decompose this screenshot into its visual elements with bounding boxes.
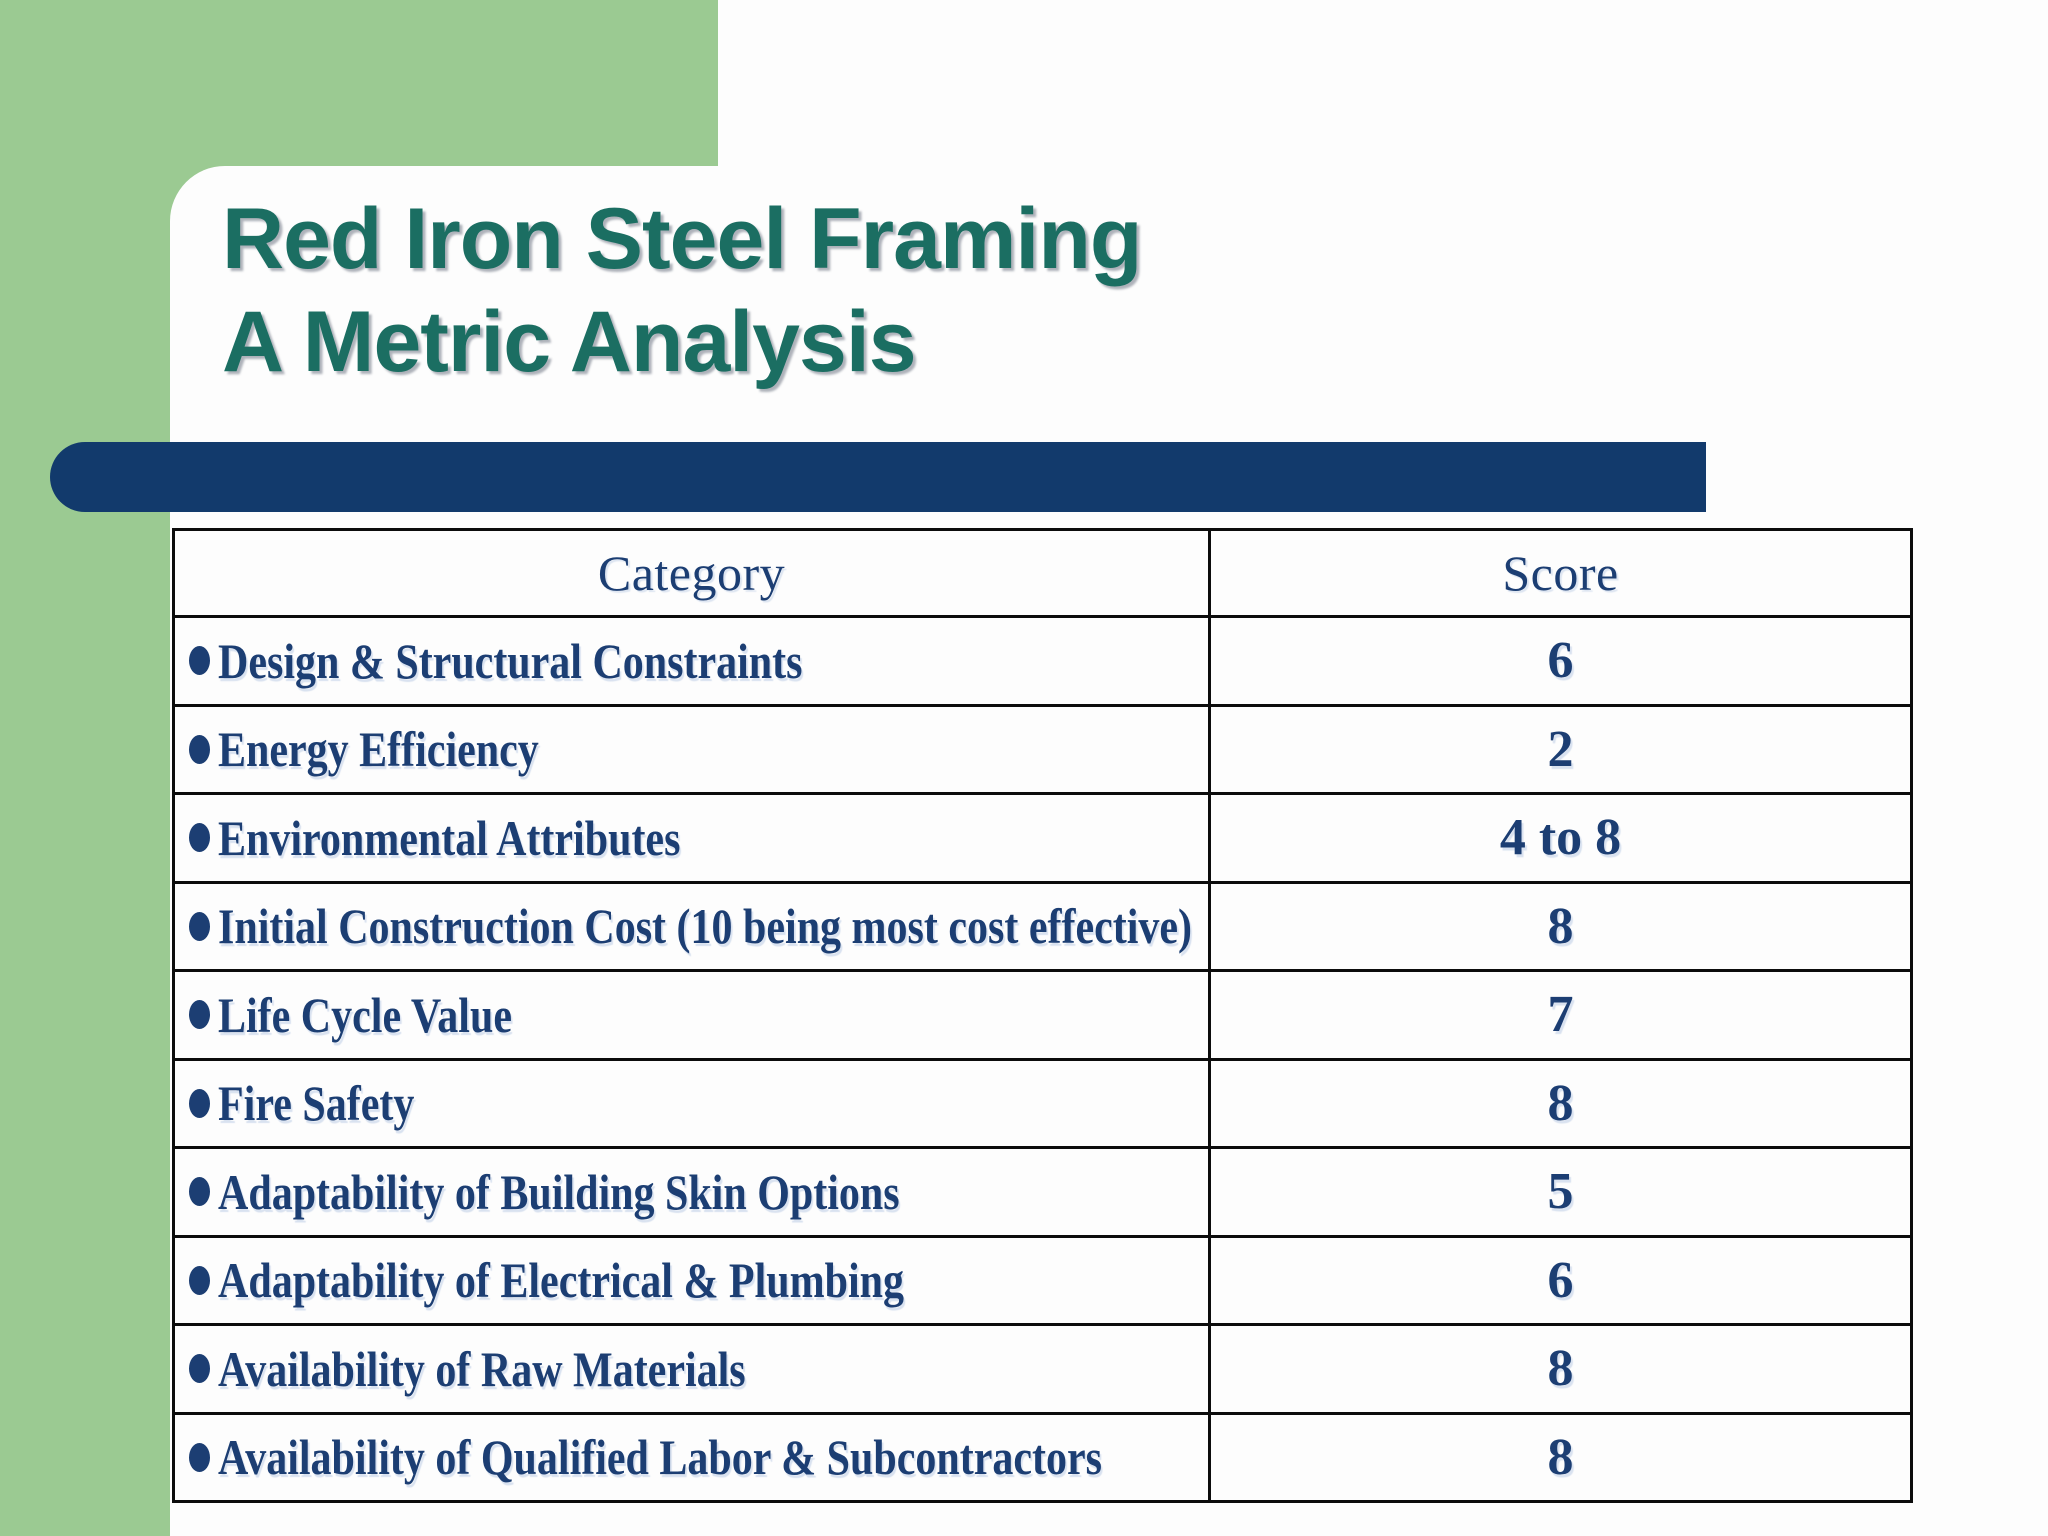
score-cell: 7 [1208, 969, 1913, 1061]
category-inner: Energy Efficiency [189, 720, 1208, 778]
bullet-icon [189, 646, 210, 676]
column-header-category: Category [172, 528, 1211, 618]
category-cell: Design & Structural Constraints [172, 615, 1211, 707]
score-cell: 8 [1208, 1057, 1913, 1149]
score-cell: 6 [1208, 615, 1913, 707]
score-cell: 5 [1208, 1146, 1913, 1238]
category-label: Availability of Raw Materials [218, 1340, 746, 1397]
category-inner: Adaptability of Electrical & Plumbing [189, 1251, 1208, 1309]
green-left-accent-strip [0, 0, 170, 1536]
bullet-icon [189, 1354, 210, 1384]
category-label: Environmental Attributes [218, 809, 681, 866]
category-inner: Design & Structural Constraints [189, 632, 1208, 690]
bullet-icon [189, 1088, 210, 1118]
category-label: Availability of Qualified Labor & Subcon… [218, 1429, 1102, 1486]
table-row: Design & Structural Constraints 6 [172, 615, 1913, 707]
table-row: Adaptability of Building Skin Options 5 [172, 1146, 1913, 1238]
score-cell: 8 [1208, 880, 1913, 972]
bullet-icon [189, 1442, 210, 1472]
navy-accent-bar [50, 442, 1706, 512]
category-inner: Availability of Qualified Labor & Subcon… [189, 1428, 1208, 1486]
table-row: Environmental Attributes 4 to 8 [172, 792, 1913, 884]
score-cell: 6 [1208, 1234, 1913, 1326]
bullet-icon [189, 911, 210, 941]
bullet-icon [189, 1000, 210, 1030]
category-label: Design & Structural Constraints [218, 632, 803, 689]
category-cell: Adaptability of Electrical & Plumbing [172, 1234, 1211, 1326]
table-row: Fire Safety 8 [172, 1057, 1913, 1149]
score-cell: 8 [1208, 1411, 1913, 1503]
category-label: Life Cycle Value [218, 986, 512, 1043]
bullet-icon [189, 1265, 210, 1295]
category-inner: Initial Construction Cost (10 being most… [189, 897, 1208, 955]
column-header-score: Score [1208, 528, 1913, 618]
category-inner: Fire Safety [189, 1074, 1208, 1132]
metric-analysis-table: Category Score Design & Structural Const… [172, 528, 1913, 1503]
bullet-icon [189, 734, 210, 764]
category-cell: Availability of Qualified Labor & Subcon… [172, 1411, 1211, 1503]
slide-title: Red Iron Steel Framing A Metric Analysis [222, 188, 1142, 394]
score-cell: 4 to 8 [1208, 792, 1913, 884]
category-cell: Fire Safety [172, 1057, 1211, 1149]
category-cell: Initial Construction Cost (10 being most… [172, 880, 1211, 972]
table-row: Energy Efficiency 2 [172, 703, 1913, 795]
category-label: Adaptability of Electrical & Plumbing [218, 1252, 904, 1309]
score-cell: 2 [1208, 703, 1913, 795]
slide-title-line-2: A Metric Analysis [222, 294, 917, 391]
category-label: Energy Efficiency [218, 721, 539, 778]
table-row: Availability of Qualified Labor & Subcon… [172, 1411, 1913, 1503]
category-cell: Environmental Attributes [172, 792, 1211, 884]
table-row: Life Cycle Value 7 [172, 969, 1913, 1061]
category-inner: Life Cycle Value [189, 986, 1208, 1044]
category-inner: Adaptability of Building Skin Options [189, 1163, 1208, 1221]
slide-title-line-1: Red Iron Steel Framing [222, 191, 1142, 287]
table-row: Adaptability of Electrical & Plumbing 6 [172, 1234, 1913, 1326]
category-label: Adaptability of Building Skin Options [218, 1163, 900, 1220]
category-inner: Environmental Attributes [189, 809, 1208, 867]
bullet-icon [189, 1177, 210, 1207]
category-cell: Availability of Raw Materials [172, 1323, 1211, 1415]
table-header-row: Category Score [172, 528, 1913, 618]
table-row: Availability of Raw Materials 8 [172, 1323, 1913, 1415]
score-cell: 8 [1208, 1323, 1913, 1415]
category-cell: Energy Efficiency [172, 703, 1211, 795]
table-row: Initial Construction Cost (10 being most… [172, 880, 1913, 972]
category-cell: Life Cycle Value [172, 969, 1211, 1061]
category-inner: Availability of Raw Materials [189, 1340, 1208, 1398]
category-label: Initial Construction Cost (10 being most… [218, 898, 1193, 955]
bullet-icon [189, 823, 210, 853]
category-label: Fire Safety [218, 1075, 415, 1132]
category-cell: Adaptability of Building Skin Options [172, 1146, 1211, 1238]
